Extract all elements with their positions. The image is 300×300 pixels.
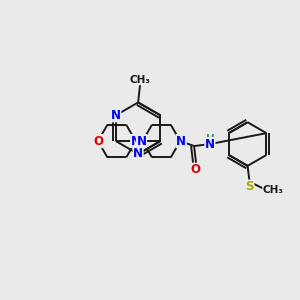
Text: N: N (136, 135, 147, 148)
Text: N: N (205, 138, 215, 151)
Text: N: N (131, 135, 141, 148)
Text: H: H (206, 134, 214, 144)
Text: CH₃: CH₃ (130, 75, 151, 85)
Text: O: O (190, 163, 200, 176)
Text: N: N (176, 135, 186, 148)
Text: N: N (133, 148, 143, 160)
Text: S: S (245, 180, 254, 193)
Text: CH₃: CH₃ (263, 184, 284, 195)
Text: O: O (93, 135, 103, 148)
Text: N: N (111, 109, 121, 122)
